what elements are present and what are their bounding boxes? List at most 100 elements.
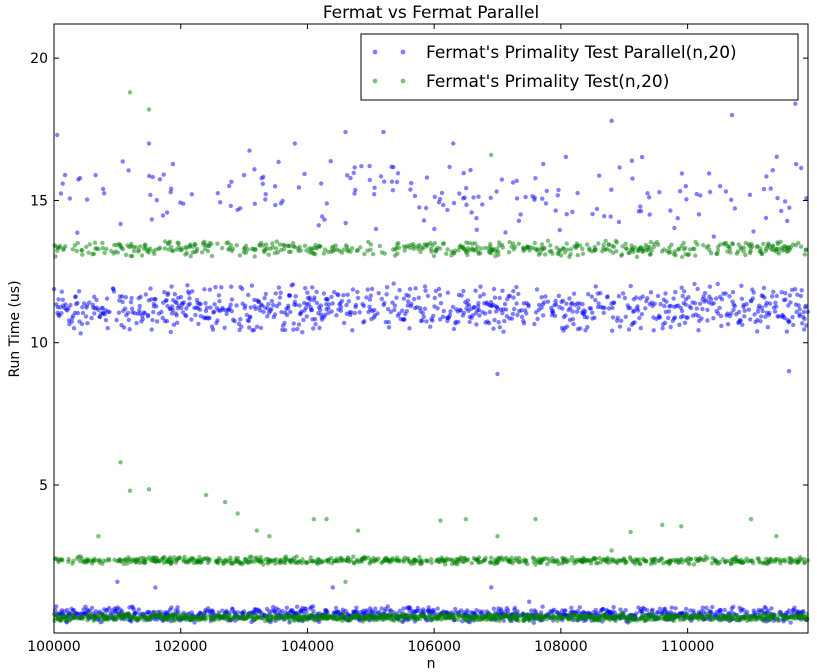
data-point (355, 295, 361, 301)
data-point (432, 226, 437, 232)
data-point (487, 309, 492, 315)
data-point (134, 320, 139, 326)
data-point (691, 562, 697, 567)
data-point (279, 309, 284, 315)
data-point (623, 608, 628, 613)
data-point (767, 310, 772, 316)
data-point (423, 205, 429, 211)
data-point (685, 315, 690, 320)
data-point (188, 254, 193, 259)
data-point (525, 561, 530, 567)
data-point (592, 315, 597, 320)
data-point (568, 247, 574, 252)
data-point (174, 313, 179, 318)
data-point (397, 608, 403, 613)
data-point (679, 285, 684, 290)
data-point (786, 303, 791, 308)
y-tick-label: 10 (30, 336, 48, 352)
data-point (602, 214, 607, 219)
data-point (264, 246, 270, 251)
data-point (165, 291, 171, 296)
data-point (648, 251, 653, 257)
data-point (247, 148, 252, 153)
data-point (496, 252, 501, 257)
data-point (662, 303, 667, 309)
data-point (352, 191, 357, 196)
data-point (696, 313, 701, 319)
data-point (424, 319, 429, 324)
data-point (228, 302, 233, 307)
data-point (170, 304, 175, 309)
data-point (413, 286, 418, 291)
data-point (660, 326, 665, 331)
data-point (288, 309, 293, 315)
data-point (164, 298, 169, 303)
data-point (186, 291, 192, 296)
data-point (436, 286, 442, 292)
data-point (120, 247, 126, 252)
data-point (512, 306, 517, 312)
data-point (105, 617, 111, 622)
data-point (310, 604, 316, 609)
data-point (75, 300, 80, 306)
data-point (149, 327, 154, 332)
data-point (376, 556, 381, 561)
data-point (728, 250, 733, 255)
data-point (647, 212, 652, 217)
data-point (553, 302, 559, 307)
data-point (800, 321, 805, 326)
data-point (609, 187, 614, 192)
data-point (386, 319, 391, 325)
data-point (631, 249, 636, 254)
data-point (175, 605, 180, 610)
data-point (748, 517, 754, 522)
data-point (69, 319, 75, 324)
data-point (252, 254, 257, 259)
data-point (409, 180, 414, 186)
data-point (538, 250, 543, 256)
data-point (159, 309, 164, 315)
data-point (514, 301, 519, 306)
data-point (788, 620, 793, 625)
data-point (79, 248, 85, 253)
data-point (589, 294, 594, 299)
data-point (686, 252, 692, 257)
data-point (448, 309, 453, 314)
data-point (596, 241, 601, 246)
data-point (435, 306, 440, 311)
data-point (668, 324, 673, 330)
data-point (314, 289, 319, 295)
data-point (187, 296, 192, 301)
data-point (652, 560, 658, 566)
data-point (604, 246, 609, 252)
data-point (452, 248, 458, 253)
data-point (555, 193, 560, 198)
data-point (717, 559, 722, 564)
data-point (429, 557, 434, 562)
data-point (334, 313, 339, 318)
data-point (93, 173, 98, 178)
data-point (428, 324, 433, 329)
data-point (432, 194, 437, 199)
data-point (748, 317, 753, 322)
data-point (649, 248, 654, 253)
data-point (272, 312, 278, 317)
data-point (351, 554, 356, 559)
data-point (790, 315, 795, 320)
data-point (776, 251, 782, 256)
data-point (123, 295, 128, 300)
data-point (175, 609, 181, 614)
data-point (741, 607, 746, 613)
data-point (496, 249, 501, 254)
data-point (611, 604, 616, 610)
data-point (235, 555, 241, 561)
data-point (681, 240, 686, 246)
data-point (532, 240, 537, 246)
data-point (523, 194, 528, 200)
data-point (325, 297, 330, 302)
data-point (618, 607, 623, 612)
data-point (553, 298, 558, 304)
data-point (512, 605, 518, 611)
data-point (378, 174, 384, 179)
data-point (126, 168, 131, 173)
